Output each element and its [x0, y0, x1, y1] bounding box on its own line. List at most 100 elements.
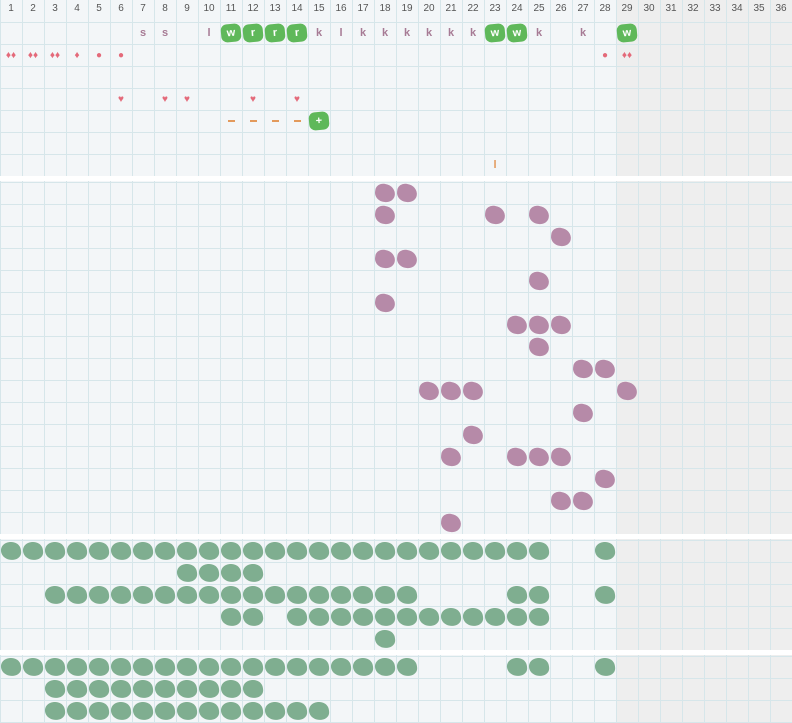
- purple-block[interactable]: [571, 402, 595, 424]
- entry-letter[interactable]: l: [198, 22, 220, 44]
- green-block[interactable]: [374, 540, 396, 562]
- green-block[interactable]: [66, 678, 88, 700]
- green-block[interactable]: [308, 700, 330, 722]
- entry-badge[interactable]: r: [242, 22, 264, 44]
- green-block[interactable]: [506, 540, 528, 562]
- purple-block[interactable]: [395, 182, 419, 204]
- entry-letter[interactable]: k: [352, 22, 374, 44]
- green-block[interactable]: [242, 678, 264, 700]
- green-block[interactable]: [308, 584, 330, 606]
- green-block[interactable]: [330, 606, 352, 628]
- green-block[interactable]: [0, 540, 22, 562]
- green-block[interactable]: [242, 562, 264, 584]
- entry-symbol[interactable]: ♦♦: [616, 44, 638, 66]
- green-block[interactable]: [44, 700, 66, 722]
- entry-badge[interactable]: +: [308, 110, 330, 132]
- green-block[interactable]: [528, 584, 550, 606]
- green-block[interactable]: [528, 606, 550, 628]
- green-block[interactable]: [154, 584, 176, 606]
- purple-block[interactable]: [593, 468, 617, 490]
- green-block[interactable]: [0, 656, 22, 678]
- entry-symbol[interactable]: ♦♦: [44, 44, 66, 66]
- entry-symbol[interactable]: ♥: [154, 88, 176, 110]
- green-block[interactable]: [220, 540, 242, 562]
- green-block[interactable]: [176, 700, 198, 722]
- green-block[interactable]: [242, 656, 264, 678]
- purple-block[interactable]: [593, 358, 617, 380]
- green-block[interactable]: [220, 678, 242, 700]
- green-block[interactable]: [176, 656, 198, 678]
- green-block[interactable]: [264, 540, 286, 562]
- green-block[interactable]: [594, 584, 616, 606]
- entry-orange-letter[interactable]: l: [484, 154, 506, 176]
- green-block[interactable]: [198, 562, 220, 584]
- green-block[interactable]: [176, 584, 198, 606]
- green-block[interactable]: [242, 584, 264, 606]
- green-block[interactable]: [330, 656, 352, 678]
- green-block[interactable]: [220, 700, 242, 722]
- purple-block[interactable]: [505, 314, 529, 336]
- entry-badge[interactable]: w: [220, 22, 242, 44]
- green-block[interactable]: [44, 678, 66, 700]
- entry-symbol[interactable]: ♥: [242, 88, 264, 110]
- green-block[interactable]: [506, 656, 528, 678]
- green-block[interactable]: [176, 540, 198, 562]
- purple-block[interactable]: [527, 446, 551, 468]
- green-block[interactable]: [286, 540, 308, 562]
- entry-badge[interactable]: w: [506, 22, 528, 44]
- purple-block[interactable]: [527, 270, 551, 292]
- green-block[interactable]: [264, 656, 286, 678]
- green-block[interactable]: [198, 700, 220, 722]
- green-block[interactable]: [154, 540, 176, 562]
- green-block[interactable]: [440, 540, 462, 562]
- green-block[interactable]: [242, 606, 264, 628]
- green-block[interactable]: [242, 700, 264, 722]
- green-block[interactable]: [396, 656, 418, 678]
- green-block[interactable]: [286, 606, 308, 628]
- green-block[interactable]: [330, 584, 352, 606]
- green-block[interactable]: [198, 678, 220, 700]
- green-block[interactable]: [352, 656, 374, 678]
- purple-block[interactable]: [571, 358, 595, 380]
- green-block[interactable]: [132, 584, 154, 606]
- green-block[interactable]: [88, 584, 110, 606]
- green-block[interactable]: [132, 656, 154, 678]
- green-block[interactable]: [352, 584, 374, 606]
- green-block[interactable]: [154, 678, 176, 700]
- green-block[interactable]: [264, 700, 286, 722]
- green-block[interactable]: [44, 540, 66, 562]
- green-block[interactable]: [440, 606, 462, 628]
- green-block[interactable]: [308, 606, 330, 628]
- green-block[interactable]: [506, 584, 528, 606]
- green-block[interactable]: [594, 540, 616, 562]
- green-block[interactable]: [374, 628, 396, 650]
- green-block[interactable]: [418, 606, 440, 628]
- green-block[interactable]: [594, 656, 616, 678]
- purple-block[interactable]: [373, 204, 397, 226]
- entry-dash[interactable]: [242, 110, 264, 132]
- purple-block[interactable]: [439, 512, 463, 534]
- entry-dash[interactable]: [264, 110, 286, 132]
- entry-badge[interactable]: w: [484, 22, 506, 44]
- purple-block[interactable]: [549, 446, 573, 468]
- entry-letter[interactable]: k: [308, 22, 330, 44]
- green-block[interactable]: [286, 584, 308, 606]
- green-block[interactable]: [286, 656, 308, 678]
- purple-block[interactable]: [527, 204, 551, 226]
- green-block[interactable]: [220, 584, 242, 606]
- green-block[interactable]: [66, 700, 88, 722]
- purple-block[interactable]: [549, 226, 573, 248]
- green-block[interactable]: [396, 540, 418, 562]
- green-block[interactable]: [220, 606, 242, 628]
- green-block[interactable]: [242, 540, 264, 562]
- entry-dash[interactable]: [286, 110, 308, 132]
- green-block[interactable]: [66, 540, 88, 562]
- entry-symbol[interactable]: ♦♦: [0, 44, 22, 66]
- entry-letter[interactable]: k: [396, 22, 418, 44]
- purple-block[interactable]: [439, 380, 463, 402]
- entry-symbol[interactable]: ♥: [286, 88, 308, 110]
- green-block[interactable]: [198, 540, 220, 562]
- entry-letter[interactable]: k: [374, 22, 396, 44]
- green-block[interactable]: [396, 606, 418, 628]
- green-block[interactable]: [352, 606, 374, 628]
